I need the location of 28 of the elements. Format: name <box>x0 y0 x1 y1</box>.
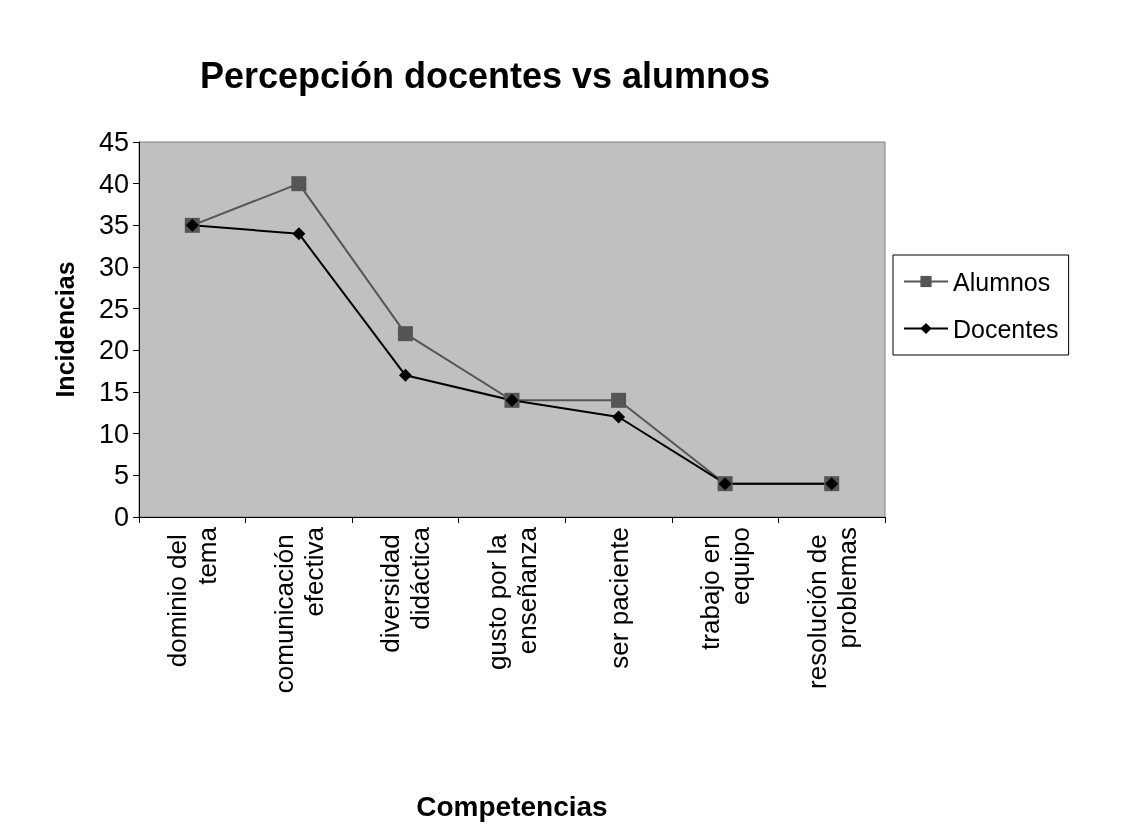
x-axis-title: Competencias <box>416 790 608 822</box>
y-tick-label: 15 <box>98 377 129 407</box>
point <box>292 227 306 241</box>
y-tick-label: 10 <box>98 418 129 449</box>
y-tick-label: 45 <box>98 127 129 157</box>
x-tick-label: diversidad didáctica <box>375 526 436 653</box>
x-tick-label: dominio del tema <box>162 526 223 668</box>
x-tick-label: resolución de problemas <box>801 527 862 689</box>
point <box>398 368 412 382</box>
y-tick-label: 40 <box>98 168 129 199</box>
y-tick-label: 5 <box>113 460 129 491</box>
legend-label: Docentes <box>953 314 1059 343</box>
y-tick-label: 25 <box>98 293 129 324</box>
y-axis-title: Incidencias <box>50 261 79 398</box>
y-tick-label: 35 <box>98 210 129 241</box>
point <box>291 176 307 192</box>
legend-label: Alumnos <box>953 267 1051 296</box>
x-tick-label: ser paciente <box>603 527 634 669</box>
point <box>612 410 626 424</box>
x-tick-label: trabajo en equipo <box>695 527 756 650</box>
chart-title: Percepción docentes vs alumnos <box>199 54 771 96</box>
y-tick-label: 30 <box>98 252 129 282</box>
x-tick-label: comunicación efectiva <box>268 526 329 694</box>
x-tick-label: gusto por la enseñanza <box>482 526 542 671</box>
y-tick-label: 0 <box>113 502 129 532</box>
point <box>397 326 413 342</box>
point <box>611 392 627 408</box>
y-tick-label: 20 <box>98 335 129 366</box>
